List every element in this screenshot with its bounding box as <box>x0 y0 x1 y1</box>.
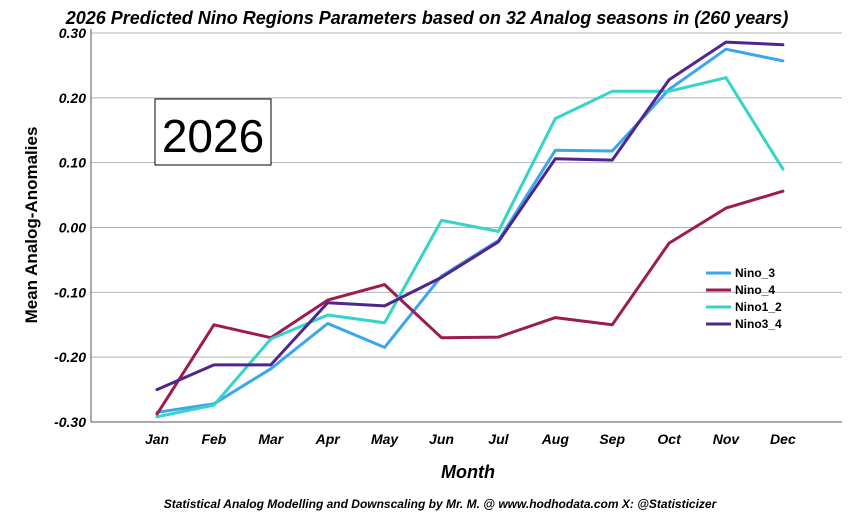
year-annotation: 2026 <box>154 98 272 166</box>
x-axis-ticks: Jan Feb Mar Apr May Jun Jul Aug Sep Oct Nov Dec <box>145 431 796 447</box>
x-tick-label: Nov <box>713 431 741 447</box>
y-tick-label: -0.30 <box>54 414 86 430</box>
x-tick-label: May <box>371 431 399 447</box>
x-tick-label: Apr <box>315 431 342 447</box>
series-lines <box>155 40 785 419</box>
footer-credit: Statistical Analog Modelling and Downsca… <box>164 497 718 511</box>
legend-label: Nino_3 <box>735 266 775 280</box>
x-tick-label: Sep <box>599 431 625 447</box>
y-tick-label: 0.30 <box>59 25 86 41</box>
legend: Nino_3 Nino_4 Nino1_2 Nino3_4 <box>706 266 782 331</box>
x-tick-label: Jan <box>145 431 169 447</box>
legend-label: Nino_4 <box>735 283 775 297</box>
y-tick-label: 0.10 <box>59 155 86 171</box>
x-tick-label: Feb <box>201 431 226 447</box>
series-line-nino1-2 <box>155 76 785 419</box>
y-tick-label: 0.00 <box>59 220 86 236</box>
x-tick-label: Oct <box>657 431 682 447</box>
legend-label: Nino1_2 <box>735 300 782 314</box>
x-tick-label: Mar <box>258 431 284 447</box>
series-line-nino3-4 <box>155 40 785 392</box>
x-axis-label: Month <box>441 462 495 482</box>
x-tick-label: Jul <box>488 431 509 447</box>
chart-title: 2026 Predicted Nino Regions Parameters b… <box>65 8 789 28</box>
series-line-nino-4 <box>155 189 785 416</box>
y-tick-label: 0.20 <box>59 90 86 106</box>
year-annotation-text: 2026 <box>162 110 264 162</box>
x-tick-label: Aug <box>541 431 570 447</box>
y-axis-label: Mean Analog-Anomalies <box>22 127 41 324</box>
y-tick-label: -0.20 <box>54 349 86 365</box>
x-tick-label: Dec <box>770 431 796 447</box>
year-annotation-box <box>154 98 272 166</box>
axes <box>90 29 842 423</box>
y-tick-label: -0.10 <box>54 284 86 300</box>
y-axis-ticks: -0.30 -0.20 -0.10 0.00 0.10 0.20 0.30 <box>54 25 86 430</box>
x-tick-label: Jun <box>429 431 454 447</box>
legend-label: Nino3_4 <box>735 317 782 331</box>
